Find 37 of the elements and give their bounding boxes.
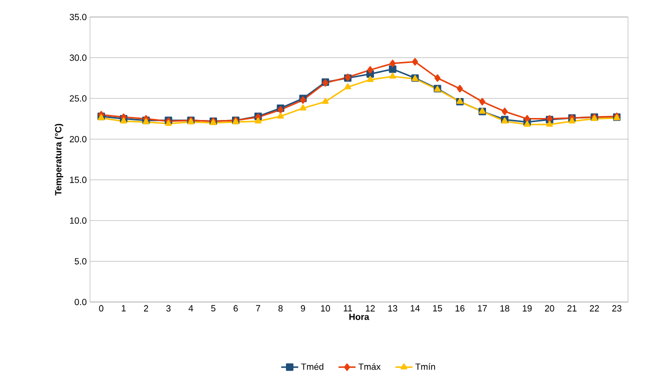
x-tick-label: 13 [388, 305, 398, 312]
x-tick-label: 15 [433, 305, 442, 312]
legend-label: Tmáx [358, 363, 381, 370]
x-tick-label: 6 [234, 305, 238, 312]
y-tick-label: 15.0 [70, 176, 86, 184]
legend-label: Tméd [301, 363, 324, 370]
x-axis-title: Hora [349, 314, 370, 320]
x-tick-label: 7 [256, 305, 260, 312]
y-tick-label: 25.0 [70, 95, 86, 102]
x-tick-label: 16 [456, 305, 464, 312]
y-tick-label: 35.0 [70, 14, 86, 20]
y-tick-label: 5.0 [74, 258, 86, 264]
y-tick-label: 0.0 [74, 298, 86, 306]
x-tick-label: 23 [612, 305, 622, 312]
y-tick-label: 20.0 [70, 136, 86, 142]
x-tick-label: 8 [278, 305, 283, 312]
x-tick-label: 22 [590, 305, 599, 312]
x-tick-label: 19 [522, 305, 532, 312]
y-tick-label: 30.0 [70, 54, 86, 61]
y-axis-title: Temperatura (°C) [54, 124, 64, 196]
x-tick-label: 9 [300, 305, 306, 312]
x-tick-label: 12 [366, 305, 375, 312]
x-tick-label: 3 [166, 305, 171, 312]
y-tick-label: 10.0 [70, 217, 86, 224]
x-tick-label: 14 [410, 305, 420, 312]
legend-label: Tmín [415, 363, 435, 370]
x-tick-label: 21 [567, 305, 577, 312]
x-tick-label: 0 [99, 305, 104, 312]
x-tick-label: 4 [188, 305, 194, 312]
x-tick-label: 10 [321, 305, 330, 312]
x-tick-label: 1 [122, 305, 126, 312]
x-tick-label: 5 [211, 305, 216, 312]
x-tick-label: 2 [144, 305, 148, 312]
x-tick-label: 17 [478, 305, 487, 312]
x-tick-label: 18 [500, 305, 510, 312]
x-tick-label: 11 [344, 305, 352, 312]
x-tick-label: 20 [545, 305, 554, 312]
